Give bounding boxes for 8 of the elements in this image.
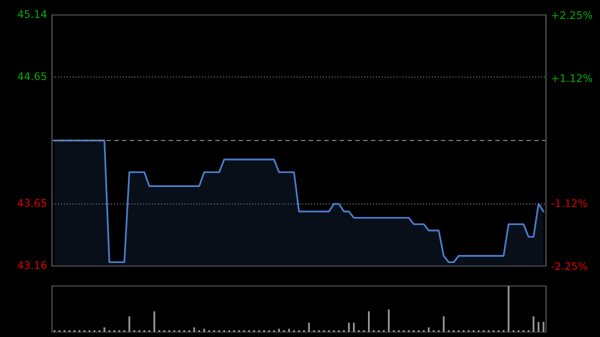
y-tick-label: 44.65	[18, 72, 46, 80]
y2-tick-label: +2.25%	[552, 11, 592, 20]
y-tick-label: 43.65	[18, 199, 46, 207]
y2-tick-label: +1.12%	[552, 74, 592, 82]
y-tick-label: 43.16	[18, 261, 46, 270]
y2-tick-label: -1.12%	[551, 199, 588, 208]
y2-tick-label: -2.25%	[551, 262, 588, 270]
y-tick-label: 45.14	[18, 10, 47, 18]
